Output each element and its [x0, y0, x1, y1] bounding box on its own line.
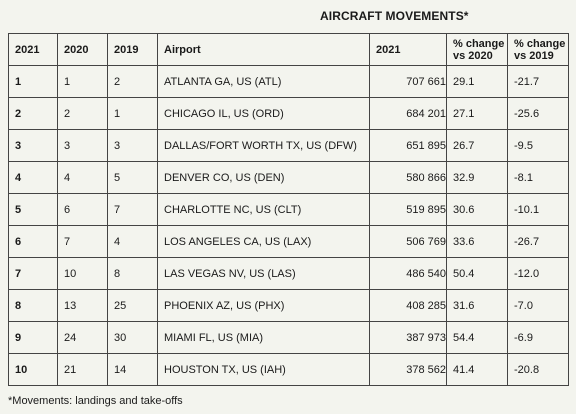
- cell-rank-2021: 7: [8, 257, 58, 290]
- cell-rank-2020: 2: [57, 97, 108, 130]
- table-row: 9 24 30 MIAMI FL, US (MIA) 387 973 54.4 -6.9: [8, 321, 569, 354]
- cell-rank-2020: 10: [57, 257, 108, 290]
- cell-movements-2021: 408 285: [369, 289, 447, 322]
- aircraft-movements-table: 2021 2020 2019 Airport 2021 % change vs …: [8, 33, 569, 386]
- header-rank-2020: 2020: [57, 33, 108, 66]
- cell-change-vs-2019: -20.8: [507, 353, 569, 386]
- cell-change-vs-2020: 31.6: [446, 289, 508, 322]
- cell-movements-2021: 486 540: [369, 257, 447, 290]
- cell-change-vs-2019: -7.0: [507, 289, 569, 322]
- cell-airport: HOUSTON TX, US (IAH): [157, 353, 370, 386]
- table-row: 5 6 7 CHARLOTTE NC, US (CLT) 519 895 30.6 -10.…: [8, 193, 569, 226]
- cell-change-vs-2019: -21.7: [507, 65, 569, 98]
- cell-rank-2021: 9: [8, 321, 58, 354]
- table-row: 3 3 3 DALLAS/FORT WORTH TX, US (DFW) 651 895…: [8, 129, 569, 162]
- cell-movements-2021: 519 895: [369, 193, 447, 226]
- table-title: AIRCRAFT MOVEMENTS*: [320, 9, 469, 23]
- cell-rank-2019: 25: [107, 289, 158, 322]
- cell-change-vs-2020: 26.7: [446, 129, 508, 162]
- cell-airport: DENVER CO, US (DEN): [157, 161, 370, 194]
- header-movements-2021: 2021: [369, 33, 447, 66]
- cell-rank-2020: 21: [57, 353, 108, 386]
- cell-change-vs-2020: 33.6: [446, 225, 508, 258]
- cell-rank-2021: 6: [8, 225, 58, 258]
- cell-change-vs-2020: 32.9: [446, 161, 508, 194]
- cell-change-vs-2019: -10.1: [507, 193, 569, 226]
- table-row: 6 7 4 LOS ANGELES CA, US (LAX) 506 769 33.6 -2…: [8, 225, 569, 258]
- cell-rank-2021: 3: [8, 129, 58, 162]
- footnote: *Movements: landings and take-offs: [8, 395, 183, 407]
- cell-rank-2019: 1: [107, 97, 158, 130]
- cell-airport: ATLANTA GA, US (ATL): [157, 65, 370, 98]
- cell-change-vs-2020: 50.4: [446, 257, 508, 290]
- header-change-vs-2019: % change vs 2019: [507, 33, 569, 66]
- cell-rank-2019: 4: [107, 225, 158, 258]
- cell-change-vs-2019: -25.6: [507, 97, 569, 130]
- cell-change-vs-2020: 29.1: [446, 65, 508, 98]
- cell-airport: LAS VEGAS NV, US (LAS): [157, 257, 370, 290]
- cell-change-vs-2019: -8.1: [507, 161, 569, 194]
- header-rank-2019: 2019: [107, 33, 158, 66]
- cell-airport: CHARLOTTE NC, US (CLT): [157, 193, 370, 226]
- cell-rank-2021: 2: [8, 97, 58, 130]
- cell-rank-2019: 5: [107, 161, 158, 194]
- table-row: 4 4 5 DENVER CO, US (DEN) 580 866 32.9 -8.1: [8, 161, 569, 194]
- header-change-vs-2019-line2: vs 2019: [514, 49, 554, 62]
- cell-change-vs-2019: -12.0: [507, 257, 569, 290]
- cell-rank-2020: 4: [57, 161, 108, 194]
- cell-rank-2020: 24: [57, 321, 108, 354]
- cell-movements-2021: 580 866: [369, 161, 447, 194]
- cell-change-vs-2019: -9.5: [507, 129, 569, 162]
- cell-rank-2020: 3: [57, 129, 108, 162]
- table-row: 2 2 1 CHICAGO IL, US (ORD) 684 201 27.1 -25.6: [8, 97, 569, 130]
- header-change-vs-2020-line1: % change: [453, 37, 505, 50]
- header-change-vs-2020-line2: vs 2020: [453, 49, 493, 62]
- cell-rank-2021: 10: [8, 353, 58, 386]
- cell-airport: CHICAGO IL, US (ORD): [157, 97, 370, 130]
- table-row: 7 10 8 LAS VEGAS NV, US (LAS) 486 540 50.4 -12…: [8, 257, 569, 290]
- cell-change-vs-2020: 54.4: [446, 321, 508, 354]
- cell-rank-2021: 4: [8, 161, 58, 194]
- cell-rank-2020: 13: [57, 289, 108, 322]
- cell-movements-2021: 651 895: [369, 129, 447, 162]
- table-body: 1 1 2 ATLANTA GA, US (ATL) 707 661 29.1 -21.7 2…: [8, 65, 569, 386]
- table-row: 10 21 14 HOUSTON TX, US (IAH) 378 562 41.4 -20…: [8, 353, 569, 386]
- cell-rank-2019: 2: [107, 65, 158, 98]
- header-airport: Airport: [157, 33, 370, 66]
- cell-movements-2021: 707 661: [369, 65, 447, 98]
- cell-rank-2021: 8: [8, 289, 58, 322]
- cell-movements-2021: 378 562: [369, 353, 447, 386]
- cell-rank-2021: 5: [8, 193, 58, 226]
- cell-rank-2019: 14: [107, 353, 158, 386]
- cell-change-vs-2019: -26.7: [507, 225, 569, 258]
- cell-airport: LOS ANGELES CA, US (LAX): [157, 225, 370, 258]
- cell-rank-2020: 7: [57, 225, 108, 258]
- cell-movements-2021: 506 769: [369, 225, 447, 258]
- cell-rank-2019: 7: [107, 193, 158, 226]
- cell-movements-2021: 387 973: [369, 321, 447, 354]
- cell-rank-2020: 1: [57, 65, 108, 98]
- cell-movements-2021: 684 201: [369, 97, 447, 130]
- header-change-vs-2019-line1: % change: [514, 37, 566, 50]
- cell-rank-2020: 6: [57, 193, 108, 226]
- table-row: 8 13 25 PHOENIX AZ, US (PHX) 408 285 31.6 -7.0: [8, 289, 569, 322]
- cell-change-vs-2019: -6.9: [507, 321, 569, 354]
- cell-change-vs-2020: 27.1: [446, 97, 508, 130]
- cell-rank-2019: 3: [107, 129, 158, 162]
- table-row: 1 1 2 ATLANTA GA, US (ATL) 707 661 29.1 -21.7: [8, 65, 569, 98]
- cell-change-vs-2020: 41.4: [446, 353, 508, 386]
- header-rank-2021: 2021: [8, 33, 58, 66]
- header-change-vs-2020: % change vs 2020: [446, 33, 508, 66]
- cell-rank-2021: 1: [8, 65, 58, 98]
- cell-change-vs-2020: 30.6: [446, 193, 508, 226]
- header-row: 2021 2020 2019 Airport 2021 % change vs …: [8, 33, 569, 66]
- cell-rank-2019: 8: [107, 257, 158, 290]
- cell-airport: PHOENIX AZ, US (PHX): [157, 289, 370, 322]
- cell-airport: MIAMI FL, US (MIA): [157, 321, 370, 354]
- cell-airport: DALLAS/FORT WORTH TX, US (DFW): [157, 129, 370, 162]
- cell-rank-2019: 30: [107, 321, 158, 354]
